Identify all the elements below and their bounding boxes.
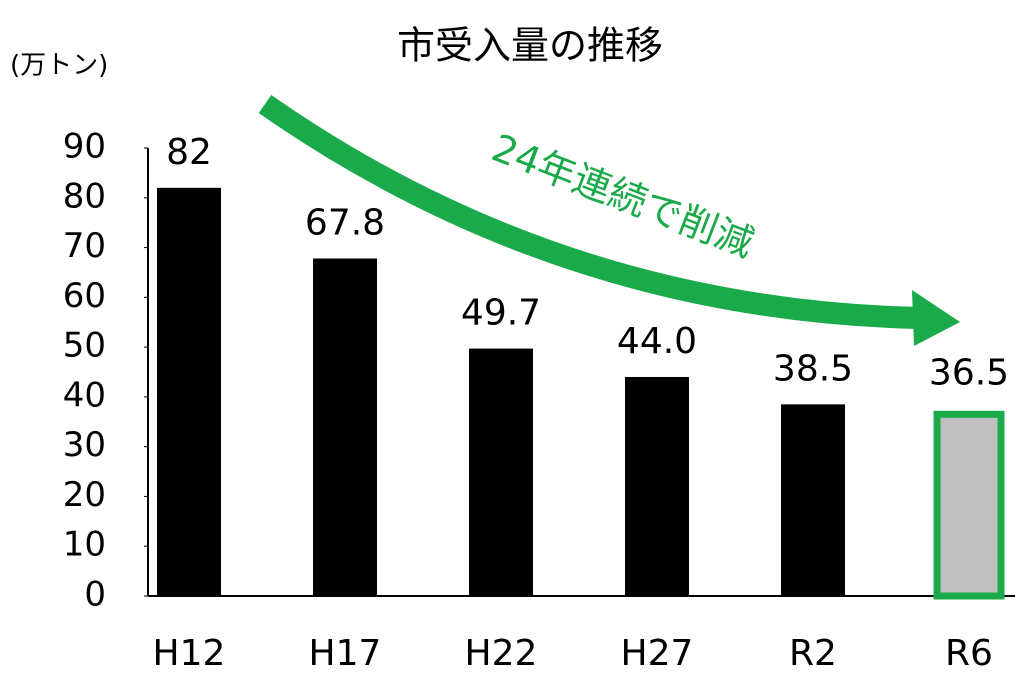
y-tick-label: 90 <box>63 127 106 167</box>
y-tick-label: 70 <box>63 226 106 266</box>
y-tick-label: 10 <box>63 525 106 565</box>
y-tick-label: 60 <box>63 276 106 316</box>
value-label: 36.5 <box>929 352 1009 393</box>
bar <box>469 348 533 596</box>
x-tick-label: H17 <box>309 633 382 674</box>
value-label: 67.8 <box>305 203 385 244</box>
y-tick-label: 50 <box>63 326 106 366</box>
y-tick-label: 80 <box>63 176 106 216</box>
y-tick-label: 20 <box>63 475 106 515</box>
y-axis-label: (万トン) <box>10 51 108 81</box>
x-tick-label: H12 <box>153 633 226 674</box>
x-tick-label: H27 <box>621 633 694 674</box>
bar <box>781 404 845 596</box>
chart-title: 市受入量の推移 <box>397 24 663 68</box>
value-label: 44.0 <box>617 321 697 362</box>
y-tick-label: 40 <box>63 375 106 415</box>
x-tick-label: H22 <box>465 633 538 674</box>
bar <box>157 187 221 597</box>
value-label: 49.7 <box>461 293 541 334</box>
x-tick-label: R6 <box>945 633 993 674</box>
arrow-shaft <box>258 94 921 329</box>
bar <box>625 376 689 596</box>
value-label: 38.5 <box>773 348 853 389</box>
y-tick-label: 0 <box>84 575 106 615</box>
trend-arrow <box>258 94 960 346</box>
x-tick-label: R2 <box>789 633 837 674</box>
value-label: 82 <box>166 132 212 173</box>
arrow-head <box>912 290 960 346</box>
y-tick-label: 30 <box>63 425 106 465</box>
bar <box>933 410 1005 600</box>
bar <box>313 258 377 596</box>
